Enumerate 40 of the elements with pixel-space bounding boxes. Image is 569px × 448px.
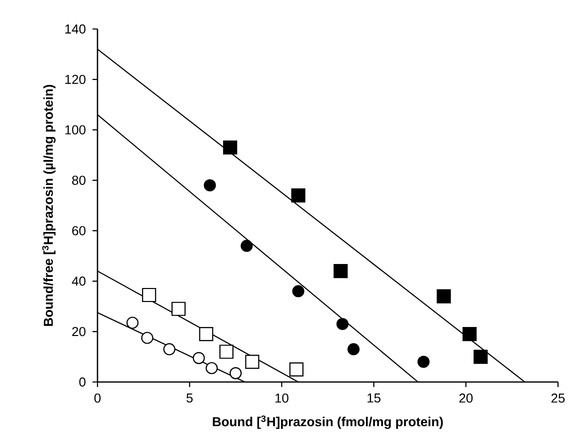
y-tick-label: 140 xyxy=(65,24,86,34)
point xyxy=(172,302,186,316)
point xyxy=(192,352,205,364)
point xyxy=(223,140,238,155)
point xyxy=(334,264,348,278)
y-tick-label: 100 xyxy=(65,125,86,134)
x-tick-label: 5 xyxy=(186,394,193,403)
point xyxy=(204,179,216,192)
x-tick-label: 0 xyxy=(94,394,101,403)
point xyxy=(245,354,260,369)
point xyxy=(474,350,488,364)
point xyxy=(199,327,214,342)
x-tick-label: 25 xyxy=(551,394,565,403)
point xyxy=(126,316,139,329)
x-tick-label: 10 xyxy=(275,394,288,403)
point xyxy=(462,327,477,342)
y-axis-title: Bound/free [$^{3}$H]prazosin (µl/mg protein) xyxy=(42,84,56,326)
y-tick-label: 0 xyxy=(79,377,86,387)
point xyxy=(240,240,253,252)
y-tick-label: 120 xyxy=(65,74,86,84)
point xyxy=(230,367,242,380)
y-tick-label: 60 xyxy=(72,226,86,236)
point xyxy=(292,285,304,298)
point xyxy=(219,344,234,359)
point xyxy=(291,188,306,202)
x-axis-title: Bound [$^{3}$H]prazosin (fmol/mg protein) xyxy=(212,416,443,429)
point xyxy=(142,288,156,302)
x-tick-label: 20 xyxy=(459,394,473,403)
point xyxy=(347,343,360,356)
y-tick-label: 40 xyxy=(72,276,86,286)
point xyxy=(289,362,304,376)
point xyxy=(417,356,430,368)
x-tick-label: 15 xyxy=(368,394,380,403)
point xyxy=(336,318,349,330)
point xyxy=(141,332,154,344)
point xyxy=(163,343,176,356)
point xyxy=(206,362,218,374)
y-tick-label: 20 xyxy=(72,326,86,336)
y-tick-label: 80 xyxy=(72,176,86,185)
point xyxy=(436,289,451,304)
